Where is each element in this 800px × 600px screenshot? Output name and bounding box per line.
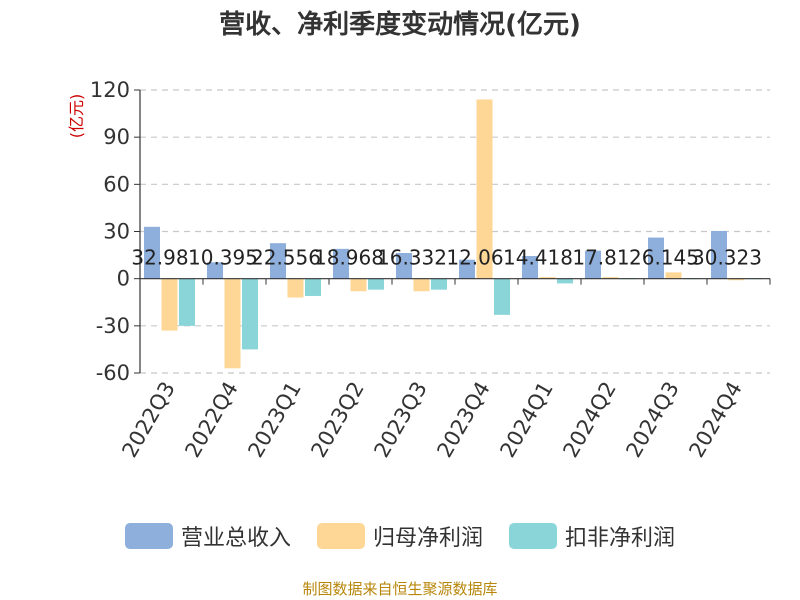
bar (144, 226, 160, 279)
x-tick-label: 2023Q2 (306, 378, 368, 462)
bar (270, 243, 286, 279)
bar (396, 252, 412, 279)
bar (224, 278, 241, 369)
data-label: 10.395 (188, 246, 258, 270)
legend-item[interactable]: 营业总收入 (124, 520, 291, 552)
bar (413, 278, 430, 292)
y-tick-label: 0 (117, 267, 130, 291)
bar (494, 278, 510, 315)
y-tick-label: 90 (103, 125, 130, 149)
bar (368, 278, 384, 290)
bar (585, 250, 601, 279)
data-label: 26.145 (629, 246, 699, 270)
bar (179, 278, 195, 326)
y-tick-label: 120 (90, 78, 130, 102)
legend-item[interactable]: 归母净利润 (316, 520, 483, 552)
data-label: 14.418 (503, 246, 573, 270)
bars (144, 99, 762, 369)
legend-label: 扣非净利润 (565, 526, 676, 551)
bar (539, 277, 556, 279)
legend-swatch (316, 523, 365, 549)
bar (602, 277, 619, 279)
bar (242, 278, 258, 350)
data-label: 30.323 (692, 246, 762, 270)
bar (711, 230, 727, 279)
legend-swatch (509, 523, 557, 549)
bar (350, 278, 367, 292)
legend-label: 营业总收入 (180, 526, 291, 551)
data-label: 12.06 (446, 246, 503, 270)
y-tick-label: 60 (103, 172, 130, 196)
data-label: 22.556 (251, 246, 321, 270)
bar (207, 262, 223, 279)
legend-item[interactable]: 扣非净利润 (509, 520, 675, 552)
y-tick-label: -30 (96, 314, 130, 338)
x-tick-label: 2022Q3 (117, 378, 179, 462)
source-note: 制图数据来自恒生聚源数据库 (302, 580, 498, 598)
x-tick-label: 2024Q4 (684, 378, 746, 462)
y-axis-label: (亿元) (67, 94, 86, 139)
bar (476, 99, 493, 279)
y-tick-label: 30 (103, 220, 130, 244)
data-label: 17.81 (572, 246, 629, 270)
legend-swatch (124, 523, 173, 549)
data-label: 16.332 (377, 246, 447, 270)
chart-title: 营收、净利季度变动情况(亿元) (219, 10, 581, 40)
x-tick-label: 2023Q1 (243, 378, 305, 462)
legend-label: 归母净利润 (372, 526, 483, 551)
bar (305, 278, 321, 296)
x-tick-label: 2024Q3 (621, 378, 683, 462)
bar (522, 255, 538, 279)
data-label: 18.968 (314, 246, 384, 270)
bar (728, 278, 745, 281)
bar (665, 272, 682, 279)
bar (161, 278, 178, 331)
x-tick-label: 2022Q4 (180, 378, 242, 462)
legend: 营业总收入 归母净利润 扣非净利润 (0, 520, 800, 552)
bar (459, 259, 475, 279)
data-label: 32.98 (131, 246, 188, 270)
bar (333, 248, 349, 279)
x-tick-label: 2024Q2 (558, 378, 620, 462)
x-tick-label: 2023Q4 (432, 378, 494, 462)
bar (287, 278, 304, 298)
bar (648, 237, 664, 279)
bar (557, 278, 573, 284)
y-tick-label: -60 (96, 361, 130, 385)
bar (431, 278, 447, 290)
x-tick-label: 2024Q1 (495, 378, 557, 462)
x-tick-label: 2023Q3 (369, 378, 431, 462)
